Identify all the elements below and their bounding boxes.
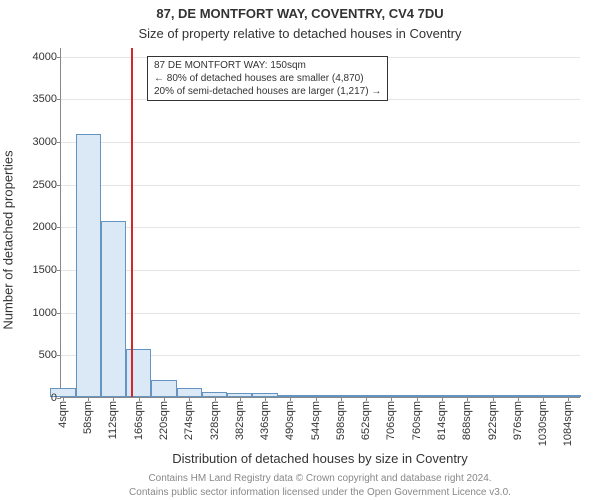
- ytick-mark: [57, 270, 61, 271]
- histogram-bar: [177, 388, 202, 397]
- ytick-mark: [57, 99, 61, 100]
- marker-line: [131, 48, 133, 397]
- histogram-bar: [101, 221, 126, 397]
- xtick-label: 652sqm: [360, 397, 372, 440]
- ytick-mark: [57, 227, 61, 228]
- xtick-label: 760sqm: [411, 397, 423, 440]
- ytick-label: 3500: [33, 93, 57, 105]
- ytick-mark: [57, 355, 61, 356]
- xtick-label: 868sqm: [461, 397, 473, 440]
- xtick-label: 112sqm: [107, 397, 119, 439]
- xtick-label: 544sqm: [310, 397, 322, 440]
- chart-title-line2: Size of property relative to detached ho…: [0, 26, 600, 41]
- footer-line2: Contains public sector information licen…: [60, 487, 580, 498]
- x-axis-label: Distribution of detached houses by size …: [60, 451, 580, 466]
- ytick-label: 3000: [33, 136, 57, 148]
- ytick-label: 2500: [33, 179, 57, 191]
- ytick-label: 2000: [33, 221, 57, 233]
- ytick-label: 4000: [33, 51, 57, 63]
- xtick-label: 274sqm: [183, 397, 195, 440]
- xtick-label: 166sqm: [133, 397, 145, 440]
- xtick-label: 436sqm: [259, 397, 271, 440]
- chart-root: 87, DE MONTFORT WAY, COVENTRY, CV4 7DU S…: [0, 0, 600, 500]
- xtick-label: 4sqm: [57, 397, 69, 428]
- chart-title-line1: 87, DE MONTFORT WAY, COVENTRY, CV4 7DU: [0, 6, 600, 21]
- ytick-label: 1000: [33, 307, 57, 319]
- xtick-label: 328sqm: [209, 397, 221, 440]
- xtick-label: 58sqm: [82, 397, 94, 434]
- histogram-bar: [151, 380, 176, 397]
- annotation-line1: 87 DE MONTFORT WAY: 150sqm: [154, 59, 381, 72]
- ytick-mark: [57, 57, 61, 58]
- plot-inner: 87 DE MONTFORT WAY: 150sqm ← 80% of deta…: [60, 48, 580, 398]
- ytick-mark: [57, 185, 61, 186]
- xtick-label: 1030sqm: [537, 397, 549, 446]
- annotation-box: 87 DE MONTFORT WAY: 150sqm ← 80% of deta…: [147, 56, 388, 101]
- annotation-line2: ← 80% of detached houses are smaller (4,…: [154, 72, 381, 85]
- xtick-label: 490sqm: [284, 397, 296, 440]
- y-axis-label: Number of detached properties: [1, 150, 16, 329]
- plot-area: 87 DE MONTFORT WAY: 150sqm ← 80% of deta…: [60, 48, 580, 398]
- ytick-label: 500: [39, 349, 57, 361]
- annotation-line3: 20% of semi-detached houses are larger (…: [154, 85, 381, 98]
- xtick-label: 922sqm: [487, 397, 499, 440]
- xtick-label: 382sqm: [234, 397, 246, 440]
- xtick-label: 220sqm: [158, 397, 170, 440]
- histogram-bar: [126, 349, 151, 397]
- xtick-label: 706sqm: [385, 397, 397, 440]
- xtick-label: 814sqm: [436, 397, 448, 440]
- xtick-label: 976sqm: [512, 397, 524, 440]
- ytick-label: 1500: [33, 264, 57, 276]
- ytick-mark: [57, 313, 61, 314]
- xtick-label: 598sqm: [335, 397, 347, 440]
- ytick-mark: [57, 142, 61, 143]
- histogram-bar: [76, 134, 101, 397]
- footer-line1: Contains HM Land Registry data © Crown c…: [60, 473, 580, 484]
- xtick-label: 1084sqm: [562, 397, 574, 446]
